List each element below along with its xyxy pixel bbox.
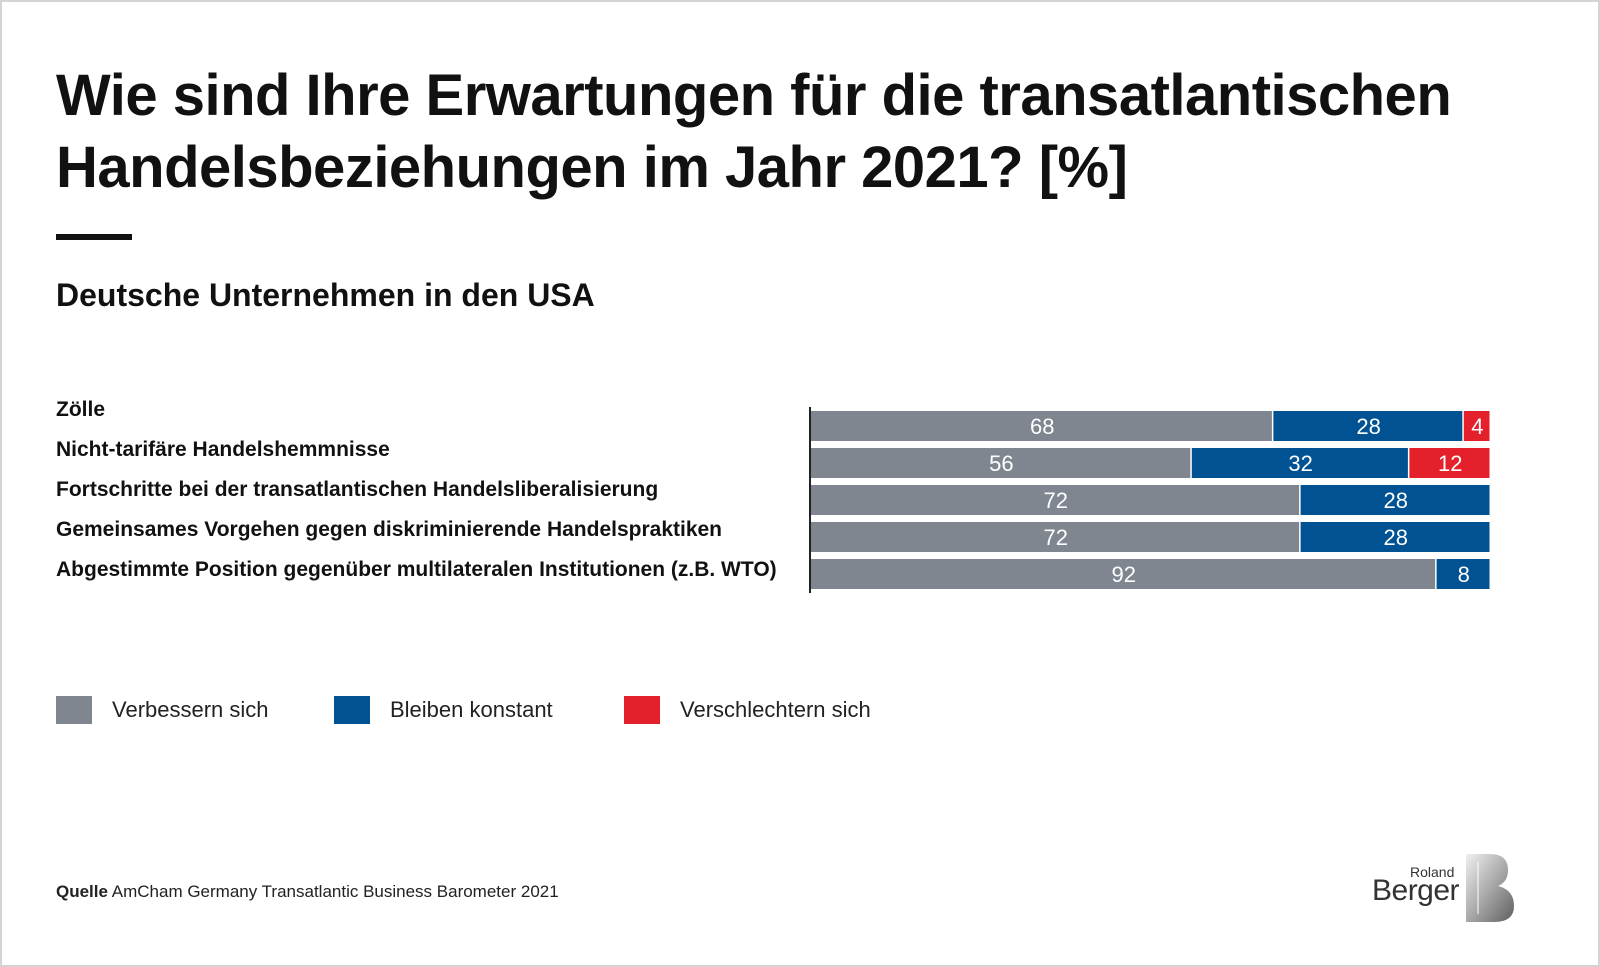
chart-title: Wie sind Ihre Erwartungen für die transa… (56, 63, 1452, 200)
bar-value-label-row1-series2: 28 (1356, 414, 1380, 439)
legend-item-verbessern: Verbessern sich (56, 694, 269, 726)
bar-value-label-row1-series3: 4 (1471, 414, 1483, 439)
bar-segment-row1-series3 (1463, 411, 1490, 441)
bar-segment-row5-series2 (1436, 559, 1490, 589)
legend-swatch-verschlechtern (624, 696, 660, 724)
legend: Verbessern sich Bleiben konstant Verschl… (56, 694, 1056, 726)
bar-segment-row4-series1 (811, 522, 1300, 552)
bar-segment-row3-series1 (811, 485, 1300, 515)
legend-label-verschlechtern: Verschlechtern sich (680, 697, 871, 722)
legend-swatch-konstant (334, 696, 370, 724)
chart-subtitle: Deutsche Unternehmen in den USA (56, 277, 595, 313)
source-note: Quelle AmCham Germany Transatlantic Busi… (56, 882, 559, 902)
bar-segment-row2-series1 (811, 448, 1191, 478)
bar-value-label-row2-series3: 12 (1438, 451, 1462, 476)
legend-swatch-verbessern (56, 696, 92, 724)
bar-value-label-row5-series2: 8 (1458, 562, 1470, 587)
bar-segment-row2-series3 (1409, 448, 1490, 478)
source-label: Quelle (56, 882, 108, 901)
bar-value-label-row2-series2: 32 (1288, 451, 1312, 476)
bar-value-label-row4-series2: 28 (1384, 525, 1408, 550)
bar-value-label-row3-series1: 72 (1044, 488, 1068, 513)
legend-label-konstant: Bleiben konstant (390, 697, 553, 722)
legend-item-verschlechtern: Verschlechtern sich (624, 694, 871, 726)
title-underline (56, 234, 132, 240)
bar-segment-row1-series1 (811, 411, 1272, 441)
category-label-zoelle: Zölle (56, 398, 106, 421)
bar-segment-row2-series2 (1191, 448, 1408, 478)
bar-segment-row3-series2 (1300, 485, 1490, 515)
bar-segment-row5-series1 (811, 559, 1436, 589)
legend-label-verbessern: Verbessern sich (112, 697, 269, 722)
category-label-fortschritte: Fortschritte bei der transatlantischen H… (56, 478, 659, 501)
logo-text-roland: Roland (1410, 864, 1455, 880)
bar-value-label-row3-series2: 28 (1384, 488, 1408, 513)
logo-b-mark-icon (1466, 854, 1514, 922)
category-label-gemeinsames-vorgehen: Gemeinsames Vorgehen gegen diskriminiere… (56, 518, 723, 541)
bar-segment-row4-series2 (1300, 522, 1490, 552)
category-label-abgestimmte-position: Abgestimmte Position gegenüber multilate… (56, 558, 777, 581)
bar-value-label-row1-series1: 68 (1030, 414, 1054, 439)
bar-value-label-row2-series1: 56 (989, 451, 1013, 476)
source-text: AmCham Germany Transatlantic Business Ba… (111, 882, 559, 901)
category-label-nichttarifaere: Nicht-tarifäre Handelshemmnisse (56, 438, 390, 461)
logo-text-berger: Berger (1372, 874, 1460, 907)
bar-value-label-row5-series1: 92 (1112, 562, 1136, 587)
bar-segment-row1-series2 (1273, 411, 1463, 441)
bar-value-label-row4-series1: 72 (1044, 525, 1068, 550)
roland-berger-logo: Roland Berger (1370, 852, 1520, 926)
legend-item-konstant: Bleiben konstant (334, 694, 553, 726)
